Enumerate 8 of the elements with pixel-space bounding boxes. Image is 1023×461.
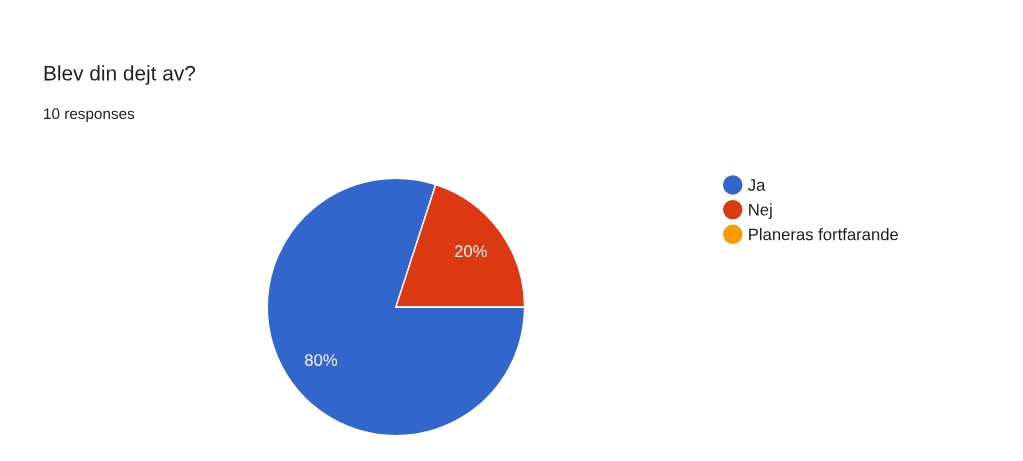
legend-label: Nej — [749, 203, 772, 219]
legend-label: Ja — [748, 179, 766, 191]
chart-title: Blev din dejt av? — [44, 65, 196, 85]
legend-label: Planeras fortfarande — [749, 228, 899, 241]
pie-slice — [266, 177, 526, 437]
data-label: 20% — [454, 245, 487, 258]
text: 10 responses — [44, 108, 135, 123]
data-label: 80% — [305, 354, 338, 366]
